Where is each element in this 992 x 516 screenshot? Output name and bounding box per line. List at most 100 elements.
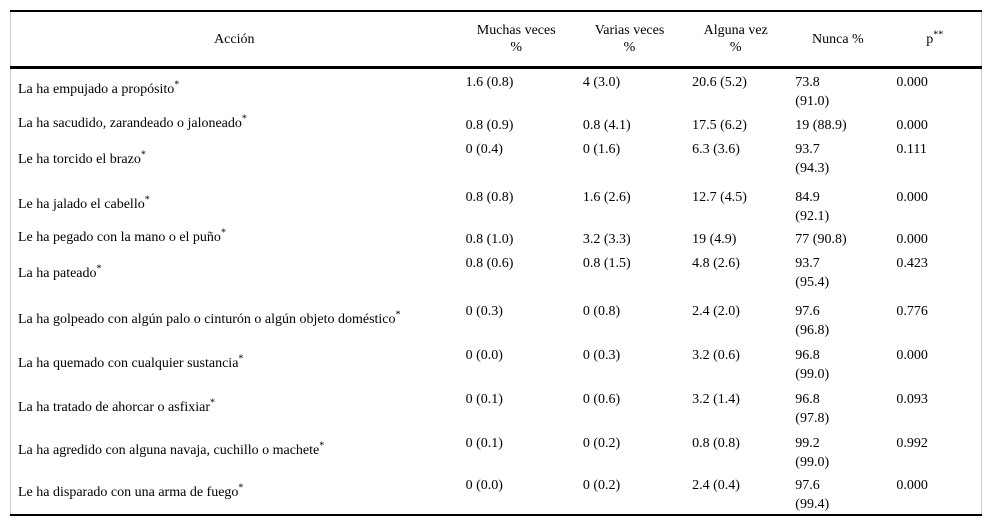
action-label: La ha agredido con alguna navaja, cuchil… <box>18 442 320 458</box>
p-value: 0.093 <box>896 391 928 407</box>
alguna-vez-value: 12.7 (4.5) <box>692 189 747 205</box>
varias-veces-value: 0.8 (1.5) <box>582 255 631 271</box>
p-value: 0.000 <box>896 231 928 247</box>
column-header-alguna-vez: Alguna vez % <box>684 11 788 69</box>
alguna-vez-value: 2.4 (2.0) <box>692 303 740 319</box>
page: Acción Muchas veces % Varias veces % Alg… <box>10 10 982 516</box>
alguna-vez-value: 20.6 (5.2) <box>692 75 747 90</box>
varias-veces-value: 0 (0.2) <box>582 435 621 451</box>
action-label: Le ha pegado con la mano o el puño <box>18 229 221 245</box>
nunca-value: 93.7 (95.4) <box>795 255 830 290</box>
alguna-vez-value: 3.2 (1.4) <box>692 391 740 407</box>
table-row: Le ha jalado el cabello* 0.8 (0.8) 1.6 (… <box>11 184 982 226</box>
asterisk-superscript: * <box>210 396 216 408</box>
p-value: 0.000 <box>896 347 928 363</box>
action-label: La ha golpeado con algún palo o cinturón… <box>18 311 396 327</box>
p-value: 0.000 <box>896 477 928 493</box>
action-cell: Le ha jalado el cabello* <box>11 184 458 226</box>
varias-veces-value: 0 (0.6) <box>582 391 621 407</box>
table-row: La ha quemado con cualquier sustancia* 0… <box>11 342 982 386</box>
table-row: La ha tratado de ahorcar o asfixiar* 0 (… <box>11 386 982 430</box>
table-row: La ha pateado* 0.8 (0.6) 0.8 (1.5) 4.8 (… <box>11 250 982 298</box>
muchas-veces-value: 0 (0.1) <box>465 391 503 407</box>
muchas-veces-value: 0 (0.0) <box>465 477 503 493</box>
p-value: 0.000 <box>896 189 928 205</box>
asterisk-superscript: * <box>319 439 325 451</box>
column-header-nunca: Nunca % <box>787 11 889 69</box>
nunca-value: 96.8 (97.8) <box>795 391 830 426</box>
column-header-p: p** <box>888 11 982 69</box>
table-row: Le ha disparado con una arma de fuego* 0… <box>11 472 982 515</box>
action-cell: La ha tratado de ahorcar o asfixiar* <box>11 386 458 430</box>
alguna-vez-value: 17.5 (6.2) <box>692 117 747 133</box>
asterisk-superscript: * <box>144 193 150 205</box>
varias-veces-value: 1.6 (2.6) <box>582 189 631 205</box>
p-value: 0.423 <box>896 255 928 271</box>
varias-veces-value: 0 (1.6) <box>582 141 621 157</box>
action-label: La ha sacudido, zarandeado o jaloneado <box>18 115 242 131</box>
action-cell: La ha sacudido, zarandeado o jaloneado* <box>11 112 458 136</box>
asterisk-superscript: * <box>140 148 146 160</box>
table-row: Le ha pegado con la mano o el puño* 0.8 … <box>11 226 982 250</box>
alguna-vez-value: 19 (4.9) <box>692 231 737 247</box>
action-cell: Le ha disparado con una arma de fuego* <box>11 472 458 515</box>
column-header-varias-veces: Varias veces % <box>574 11 685 69</box>
asterisk-superscript: * <box>96 262 102 274</box>
asterisk-superscript: * <box>241 112 247 124</box>
alguna-vez-value: 6.3 (3.6) <box>692 141 740 157</box>
muchas-veces-value: 0 (0.0) <box>465 347 503 363</box>
p-value: 0.992 <box>896 435 928 451</box>
varias-veces-value: 0 (0.2) <box>582 477 621 493</box>
nunca-value: 96.8 (99.0) <box>795 347 830 382</box>
asterisk-superscript: * <box>395 308 401 320</box>
action-label: La ha pateado <box>18 265 97 281</box>
asterisk-superscript: * <box>220 226 226 238</box>
asterisk-superscript: * <box>238 352 244 364</box>
action-label: La ha empujado a propósito <box>18 82 175 98</box>
muchas-veces-value: 0.8 (0.6) <box>465 255 514 271</box>
varias-veces-value: 0.8 (4.1) <box>582 117 631 133</box>
alguna-vez-value: 0.8 (0.8) <box>692 435 740 451</box>
column-header-muchas-veces: Muchas veces % <box>457 11 575 69</box>
varias-veces-value: 3.2 (3.3) <box>582 231 631 247</box>
action-cell: Le ha torcido el brazo* <box>11 136 458 184</box>
action-cell: La ha empujado a propósito* <box>11 68 458 112</box>
action-cell: La ha agredido con alguna navaja, cuchil… <box>11 430 458 472</box>
asterisk-superscript: * <box>174 79 180 91</box>
p-value: 0.000 <box>896 75 928 90</box>
nunca-value: 97.6 (99.4) <box>795 477 830 512</box>
action-label: La ha tratado de ahorcar o asfixiar <box>18 399 211 415</box>
column-header-accion: Acción <box>10 11 458 69</box>
table-row: La ha golpeado con algún palo o cinturón… <box>11 298 982 342</box>
nunca-value: 19 (88.9) <box>795 117 847 133</box>
header-row: Acción Muchas veces % Varias veces % Alg… <box>10 11 982 69</box>
asterisk-superscript: * <box>238 481 244 493</box>
p-superscript: ** <box>933 28 944 40</box>
varias-veces-value: 0 (0.8) <box>582 303 621 319</box>
table-row: Le ha torcido el brazo* 0 (0.4) 0 (1.6) … <box>11 136 982 184</box>
muchas-veces-value: 0 (0.4) <box>465 141 503 157</box>
alguna-vez-value: 4.8 (2.6) <box>692 255 740 271</box>
varias-veces-value: 4 (3.0) <box>582 75 621 90</box>
action-cell: La ha golpeado con algún palo o cinturón… <box>11 298 458 342</box>
violence-frequency-table: Acción Muchas veces % Varias veces % Alg… <box>10 10 982 516</box>
varias-veces-value: 0 (0.3) <box>582 347 621 363</box>
p-label: p <box>926 31 934 47</box>
alguna-vez-value: 3.2 (0.6) <box>692 347 740 363</box>
table-row: La ha agredido con alguna navaja, cuchil… <box>11 430 982 472</box>
action-label: La ha quemado con cualquier sustancia <box>18 355 239 371</box>
table-body: La ha empujado a propósito* 1.6 (0.8) 4 … <box>11 68 982 515</box>
action-cell: Le ha pegado con la mano o el puño* <box>11 226 458 250</box>
table-row: La ha sacudido, zarandeado o jaloneado* … <box>11 112 982 136</box>
p-value: 0.111 <box>896 141 927 157</box>
action-cell: La ha quemado con cualquier sustancia* <box>11 342 458 386</box>
muchas-veces-value: 0.8 (1.0) <box>465 231 514 247</box>
p-value: 0.776 <box>896 303 928 319</box>
action-label: Le ha jalado el cabello <box>18 196 145 212</box>
p-value: 0.000 <box>896 117 928 133</box>
muchas-veces-value: 0 (0.1) <box>465 435 503 451</box>
nunca-value: 73.8 (91.0) <box>795 75 830 109</box>
muchas-veces-value: 0.8 (0.8) <box>465 189 514 205</box>
nunca-value: 77 (90.8) <box>795 231 847 247</box>
action-label: Le ha torcido el brazo <box>18 151 141 167</box>
